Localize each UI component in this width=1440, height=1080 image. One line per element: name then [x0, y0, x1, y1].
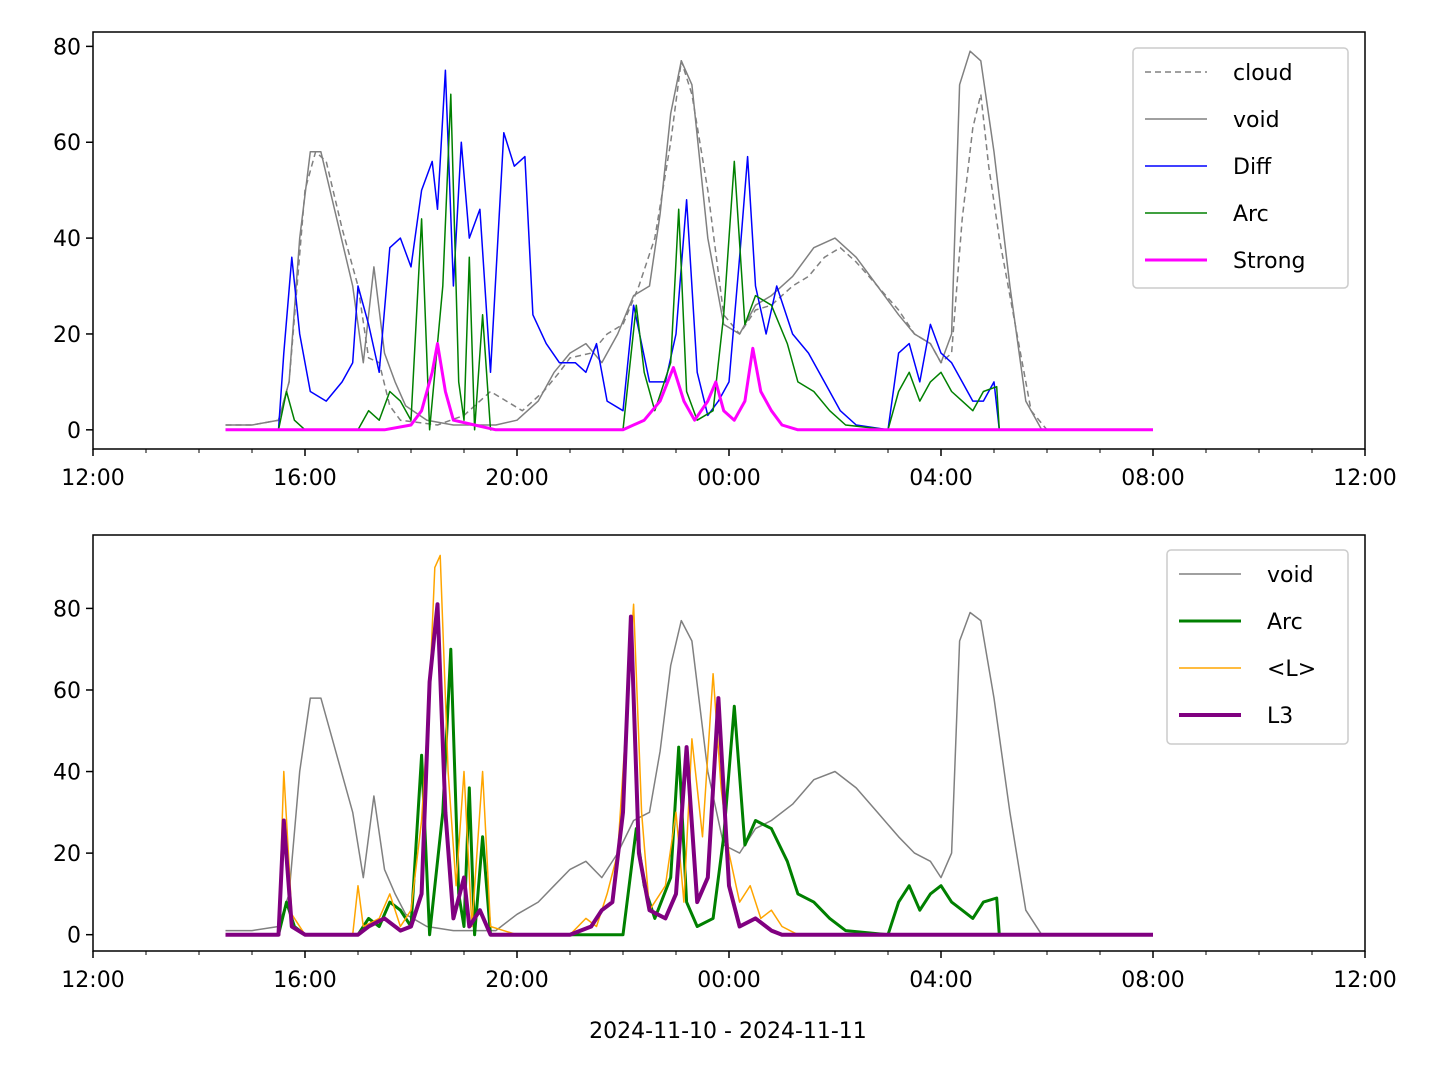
axes-layer: 0 20 40 60 80 12:00 16:00 20:00 00:00 04:00 08:00 1… — [53, 31, 1397, 491]
x-tick-label: 04:00 — [909, 466, 972, 491]
x-tick-label: 08:00 — [1121, 968, 1184, 993]
series-line-void — [225, 50, 1153, 431]
x-tick-label: 20:00 — [485, 968, 548, 993]
x-axis-label: 2024-11-10 - 2024-11-11 — [589, 1019, 867, 1044]
legend-label: L3 — [1267, 704, 1293, 729]
y-tick-label: 60 — [53, 679, 81, 704]
series-layer — [225, 554, 1153, 937]
y-tick-label: 20 — [53, 323, 81, 348]
series-line-diff — [225, 69, 1153, 431]
legend-box — [1166, 549, 1349, 745]
x-tick-label: 08:00 — [1121, 466, 1184, 491]
x-tick-label: 00:00 — [697, 968, 760, 993]
series-line-arc — [225, 647, 1153, 937]
legend-label: Arc — [1267, 610, 1303, 635]
x-tick-label: 12:00 — [1333, 968, 1396, 993]
x-tick-label: 12:00 — [1333, 466, 1396, 491]
y-tick-label: 0 — [67, 924, 81, 949]
y-tick-label: 20 — [53, 842, 81, 867]
x-tick-label: 20:00 — [485, 466, 548, 491]
legend: cloud void Diff Arc Strong — [1132, 47, 1349, 289]
series-layer — [225, 50, 1153, 432]
legend-box — [1132, 47, 1349, 289]
legend-label: void — [1267, 563, 1314, 588]
legend-label: cloud — [1233, 61, 1293, 86]
x-tick-label: 04:00 — [909, 968, 972, 993]
series-line-arc — [225, 93, 1153, 431]
legend-label: Diff — [1233, 155, 1272, 180]
legend-label: <L> — [1267, 657, 1316, 682]
y-tick-label: 40 — [53, 761, 81, 786]
axes-layer: 0 20 40 60 80 12:00 16:00 20:00 00:00 04:00 08:00 1… — [53, 534, 1397, 993]
x-tick-label: 16:00 — [273, 968, 336, 993]
series-line-void — [225, 611, 1153, 936]
y-tick-label: 0 — [67, 419, 81, 444]
y-tick-label: 60 — [53, 131, 81, 156]
x-tick-label: 16:00 — [273, 466, 336, 491]
chart-bottom: 0 20 40 60 80 12:00 16:00 20:00 00:00 04:00 08:00 1… — [53, 534, 1397, 993]
x-tick-label: 12:00 — [61, 466, 124, 491]
y-tick-label: 40 — [53, 227, 81, 252]
series-line-strong — [225, 342, 1153, 432]
chart-top: 0 20 40 60 80 12:00 16:00 20:00 00:00 04:00 08:00 1… — [53, 31, 1397, 491]
legend: void Arc <L> L3 — [1166, 549, 1349, 745]
y-tick-label: 80 — [53, 597, 81, 622]
legend-label: Arc — [1233, 202, 1269, 227]
series-line-l3 — [225, 602, 1153, 937]
legend-label: Strong — [1233, 249, 1306, 274]
x-tick-label: 12:00 — [61, 968, 124, 993]
y-tick-label: 80 — [53, 35, 81, 60]
legend-label: void — [1233, 108, 1280, 133]
x-tick-label: 00:00 — [697, 466, 760, 491]
